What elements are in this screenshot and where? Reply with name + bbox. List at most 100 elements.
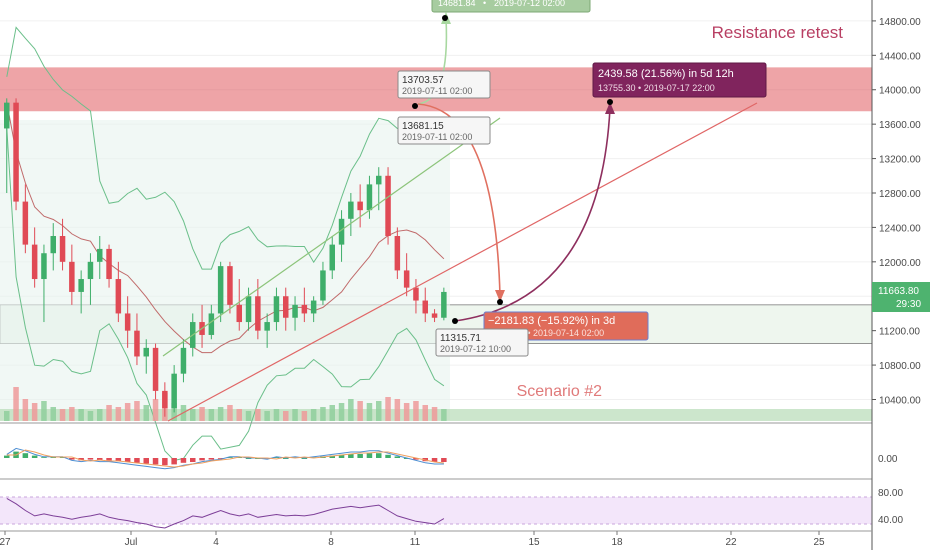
macd-bar [357, 454, 363, 458]
candle-body [264, 322, 270, 331]
svg-text:11315.71: 11315.71 [440, 333, 481, 344]
candle-body [292, 304, 298, 318]
macd-bar [283, 458, 289, 459]
candle-body [413, 287, 419, 301]
rsi-line [6, 497, 445, 529]
date-tick-label: 8 [328, 537, 334, 548]
scenario-label: Scenario #2 [517, 383, 602, 400]
macd-bar [227, 457, 233, 458]
rsi-band [0, 497, 872, 524]
date-tick-label: 18 [611, 537, 623, 548]
macd-bar [217, 458, 224, 459]
macd-bar [366, 453, 373, 458]
volume-bar [264, 411, 270, 421]
arrow-to-11521 [417, 103, 501, 297]
volume-bar [441, 409, 447, 421]
price-tick-label: 10800.00 [879, 361, 921, 372]
candle-body [403, 270, 410, 288]
macd-bar [134, 458, 140, 463]
annotation-11315[interactable]: 11315.71 2019-07-12 10:00 [435, 328, 529, 357]
candle-body [329, 244, 335, 271]
macd-bar [97, 458, 103, 461]
macd-bar [59, 457, 66, 458]
candle-body [134, 330, 140, 357]
macd-tick: 0.00 [878, 454, 898, 465]
volume-bar [208, 409, 215, 421]
candlesticks [4, 98, 447, 417]
price-tick-label: 12800.00 [879, 189, 921, 200]
annotation-13703[interactable]: 13703.57 2019-07-11 02:00 [397, 70, 491, 99]
macd-bar [329, 455, 335, 458]
svg-text:13681.15: 13681.15 [402, 121, 444, 132]
svg-text:2019-07-12 10:00: 2019-07-12 10:00 [440, 344, 511, 354]
candle-body [273, 296, 280, 323]
arrow-head-13755 [605, 102, 615, 114]
macd-bar [87, 458, 94, 460]
macd-bar [441, 458, 447, 462]
macd-bar [208, 458, 215, 460]
candle-body [4, 102, 10, 129]
price-tick-label: 14000.00 [879, 86, 921, 97]
volume-bar [69, 407, 75, 421]
annotation-14681[interactable]: 14681.84 • 2019-07-12 02:00 [431, 0, 591, 13]
point-11521 [497, 299, 503, 305]
svg-text:29:30: 29:30 [896, 299, 921, 310]
annotation-13755[interactable]: 2439.58 (21.56%) in 5d 12h 13755.30 • 20… [592, 62, 767, 98]
current-price-label: 11663.80 29:30 [872, 282, 930, 312]
macd-bar [245, 458, 252, 459]
candle-body [31, 244, 38, 280]
candle-body [69, 261, 75, 292]
volume-bar [236, 409, 242, 421]
volume-bar [106, 405, 112, 421]
macd-bar [394, 456, 401, 458]
candle-body [180, 347, 187, 374]
volume-bar [376, 401, 382, 421]
volume-bar [59, 409, 66, 421]
macd-bar [41, 457, 47, 458]
price-tick-label: 13200.00 [879, 155, 921, 166]
macd-bar [171, 458, 177, 465]
macd-bar [31, 455, 38, 458]
macd-bar [152, 458, 159, 465]
candle-body [41, 253, 47, 280]
svg-text:2439.58 (21.56%) in 5d 12h: 2439.58 (21.56%) in 5d 12h [598, 68, 734, 80]
candle-body [441, 291, 447, 318]
annotation-13681[interactable]: 13681.15 2019-07-11 02:00 [397, 116, 491, 145]
candle-body [255, 296, 261, 331]
price-tick-label: 13600.00 [879, 120, 921, 131]
svg-text:13755.30 • 2019-07-17 22:00: 13755.30 • 2019-07-17 22:00 [598, 83, 715, 93]
volume-bar [366, 403, 373, 421]
volume-bar [134, 401, 140, 421]
candle-body [143, 347, 149, 357]
candle-body [171, 373, 177, 409]
volume-bar [431, 407, 438, 421]
bollinger-bands [6, 26, 445, 462]
candle-body [50, 236, 56, 254]
price-tick-label: 12000.00 [879, 258, 921, 269]
macd-bar [162, 458, 168, 466]
candle-body [124, 313, 131, 331]
svg-text:11521.74 • 2019-07-14 02:00: 11521.74 • 2019-07-14 02:00 [488, 328, 604, 338]
macd-bar [180, 458, 187, 463]
candle-body [245, 296, 252, 323]
lower-trend-line [167, 102, 758, 422]
svg-text:2019-07-11 02:00: 2019-07-11 02:00 [402, 86, 472, 96]
rsi-tick-80: 80.00 [878, 488, 903, 499]
volume-bar [87, 411, 94, 421]
macd-line [6, 447, 444, 470]
macd-bar [338, 454, 345, 458]
candle-body [59, 236, 66, 262]
macd-bar [413, 458, 419, 460]
volume-bar [199, 407, 205, 421]
candle-body [22, 201, 29, 245]
candle-body [283, 296, 289, 318]
volume-bar [217, 407, 224, 421]
volume-bar [190, 409, 196, 421]
candle-body [152, 347, 159, 391]
candle-body [227, 266, 233, 305]
svg-text:2019-07-12 02:00: 2019-07-12 02:00 [494, 0, 565, 8]
macd-bar [376, 453, 382, 458]
volume-bar [78, 409, 84, 421]
